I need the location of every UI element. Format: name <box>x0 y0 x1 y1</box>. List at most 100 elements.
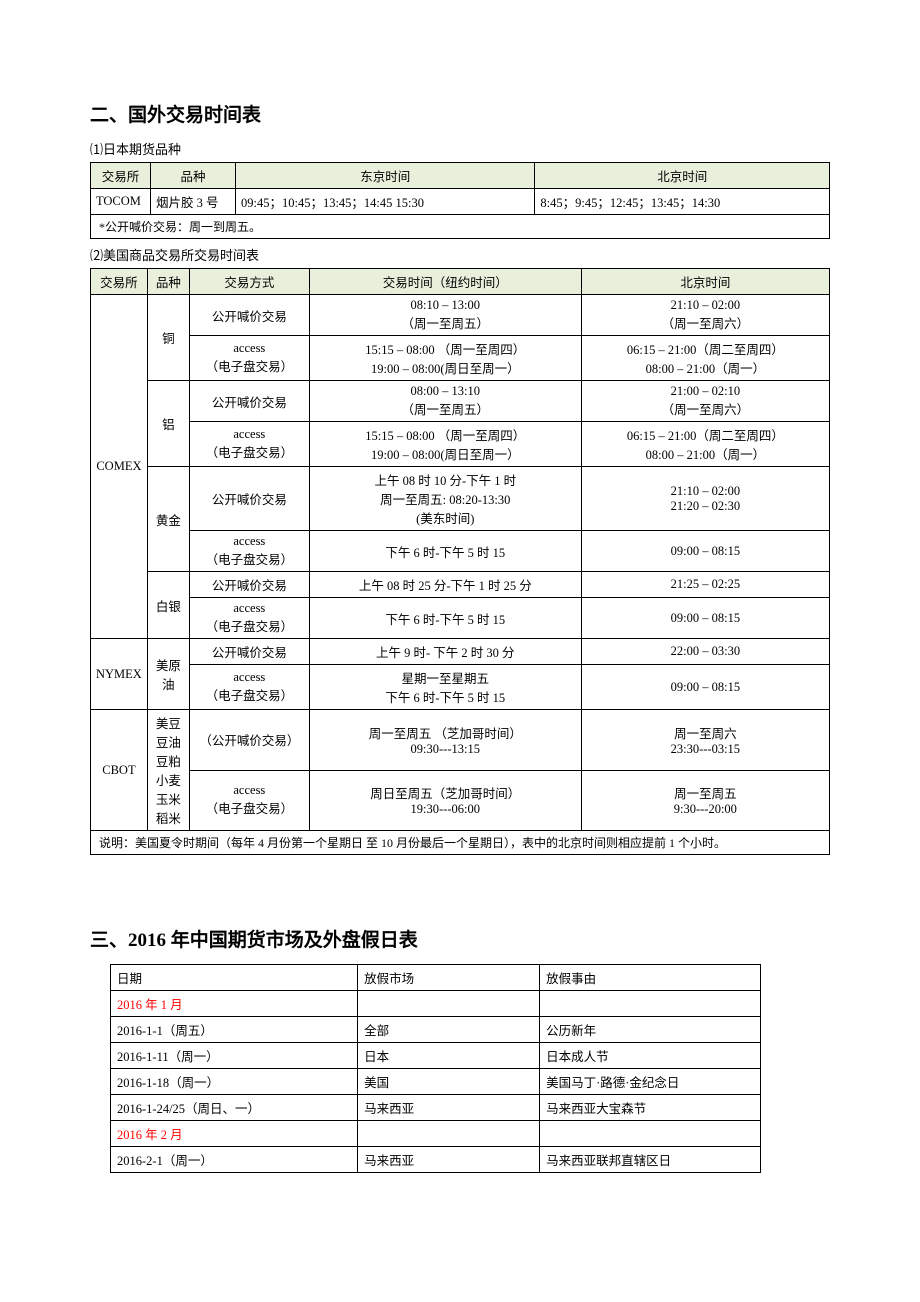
cbot-b2: 周一至周五9:30---20:00 <box>581 770 829 831</box>
us-h-ny: 交易时间（纽约时间） <box>309 269 581 295</box>
holiday-table: 日期 放假市场 放假事由 2016 年 1 月2016-1-1（周五）全部公历新… <box>110 964 761 1173</box>
copper-m1: 公开喊价交易 <box>189 295 309 336</box>
txt: 星期一至星期五 <box>402 672 490 686</box>
hol-h-date: 日期 <box>111 965 358 991</box>
txt: access <box>233 670 265 684</box>
txt: 豆粕 <box>156 755 181 769</box>
txt: 15:15 – 08:00 （周一至周四） <box>365 429 525 443</box>
txt: 周日至周五（芝加哥时间） <box>370 787 520 801</box>
alum-t2: 15:15 – 08:00 （周一至周四） 19:00 – 08:00(周日至周一… <box>309 422 581 467</box>
hol-market: 美国 <box>358 1069 540 1095</box>
txt: access <box>233 427 265 441</box>
cbot-t1: 周一至周五 （芝加哥时间）09:30---13:15 <box>309 710 581 771</box>
cbot-prods: 美豆 豆油 豆粕 小麦 玉米 稻米 <box>147 710 189 831</box>
row-oil-2: access （电子盘交易） 星期一至星期五下午 6 时-下午 5 时 15 09… <box>91 665 830 710</box>
silver-b2: 09:00 – 08:15 <box>581 598 829 639</box>
txt: 08:00 – 21:00（周一） <box>646 362 765 376</box>
alum-name: 铝 <box>147 381 189 467</box>
txt: 19:00 – 08:00(周日至周一） <box>371 448 520 462</box>
txt: 21:00 – 02:10 <box>671 384 740 398</box>
txt: 周一至周六 <box>674 727 737 741</box>
us-table: 交易所 品种 交易方式 交易时间（纽约时间） 北京时间 COMEX 铜 公开喊价… <box>90 268 830 855</box>
row-gold-1: 黄金 公开喊价交易 上午 08 时 10 分-下午 1 时周一至周五: 08:2… <box>91 467 830 531</box>
us-h-bj: 北京时间 <box>581 269 829 295</box>
jp-note-row: *公开喊价交易：周一到周五。 <box>91 215 830 239</box>
copper-b1: 21:10 – 02:00（周一至周六） <box>581 295 829 336</box>
jp-h-ex: 交易所 <box>91 163 151 189</box>
gold-m2: access（电子盘交易） <box>189 531 309 572</box>
txt: 9:30---20:00 <box>674 802 737 816</box>
txt: （电子盘交易） <box>206 802 294 816</box>
alum-b2: 06:15 – 21:00（周二至周四）08:00 – 21:00（周一） <box>581 422 829 467</box>
txt: 21:10 – 02:00 <box>671 298 740 312</box>
silver-b1: 21:25 – 02:25 <box>581 572 829 598</box>
txt: access <box>233 783 265 797</box>
silver-t1: 上午 08 时 25 分-下午 1 时 25 分 <box>309 572 581 598</box>
hol-date: 2016-1-1（周五） <box>111 1017 358 1043</box>
txt: 周一至周五 （芝加哥时间） <box>369 727 522 741</box>
jp-row: TOCOM 烟片胶 3 号 09:45；10:45；13:45；14:45 15… <box>91 189 830 215</box>
hol-reason <box>540 991 761 1017</box>
jp-h-beijing: 北京时间 <box>535 163 830 189</box>
txt: 19:00 – 08:00(周日至周一） <box>371 362 520 376</box>
hol-reason <box>540 1121 761 1147</box>
us-note-row: 说明：美国夏令时期间（每年 4 月份第一个星期日 至 10 月份最后一个星期日）… <box>91 831 830 855</box>
row-alum-2: access（电子盘交易） 15:15 – 08:00 （周一至周四） 19:00… <box>91 422 830 467</box>
row-cbot-2: access（电子盘交易） 周日至周五（芝加哥时间）19:30---06:00 … <box>91 770 830 831</box>
hol-h-market: 放假市场 <box>358 965 540 991</box>
txt: 豆油 <box>156 736 181 750</box>
txt: access <box>233 601 265 615</box>
hol-reason: 马来西亚大宝森节 <box>540 1095 761 1121</box>
copper-b2: 06:15 – 21:00（周二至周四） 08:00 – 21:00（周一） <box>581 336 829 381</box>
hol-date: 2016 年 1 月 <box>111 991 358 1017</box>
oil-m1: 公开喊价交易 <box>189 639 309 665</box>
txt: 08:00 – 13:10 <box>411 384 480 398</box>
row-oil-1: NYMEX 美原油 公开喊价交易 上午 9 时- 下午 2 时 30 分 22:… <box>91 639 830 665</box>
alum-t1: 08:00 – 13:10 （周一至周五） <box>309 381 581 422</box>
copper-t2: 15:15 – 08:00 （周一至周四）19:00 – 08:00(周日至周一… <box>309 336 581 381</box>
oil-b2: 09:00 – 08:15 <box>581 665 829 710</box>
txt: （周一至周五） <box>402 403 490 417</box>
holiday-row: 2016 年 1 月 <box>111 991 761 1017</box>
txt: 稻米 <box>156 812 181 826</box>
txt: 21:10 – 02:00 <box>671 484 740 498</box>
row-silver-1: 白银 公开喊价交易 上午 08 时 25 分-下午 1 时 25 分 21:25… <box>91 572 830 598</box>
comex-name: COMEX <box>91 295 148 639</box>
hol-reason: 马来西亚联邦直辖区日 <box>540 1147 761 1173</box>
jp-subhead: ⑴日本期货品种 <box>90 139 830 158</box>
oil-m2: access （电子盘交易） <box>189 665 309 710</box>
row-cbot-1: CBOT 美豆 豆油 豆粕 小麦 玉米 稻米 （公开喊价交易） 周一至周五 （芝… <box>91 710 830 771</box>
row-alum-1: 铝 公开喊价交易 08:00 – 13:10（周一至周五） 21:00 – 02… <box>91 381 830 422</box>
txt: 06:15 – 21:00（周二至周四） <box>627 343 784 357</box>
copper-m2: access（电子盘交易） <box>189 336 309 381</box>
oil-name: 美原油 <box>147 639 189 710</box>
alum-m2: access（电子盘交易） <box>189 422 309 467</box>
holiday-row: 2016-1-18（周一）美国美国马丁·路德·金纪念日 <box>111 1069 761 1095</box>
hol-market: 全部 <box>358 1017 540 1043</box>
txt: access <box>233 341 265 355</box>
txt: 23:30---03:15 <box>671 742 740 756</box>
hol-reason: 日本成人节 <box>540 1043 761 1069</box>
jp-exchange: TOCOM <box>91 189 151 215</box>
txt: access <box>233 534 265 548</box>
jp-product: 烟片胶 3 号 <box>151 189 236 215</box>
us-h-prod: 品种 <box>147 269 189 295</box>
silver-m2: access（电子盘交易） <box>189 598 309 639</box>
txt: （电子盘交易） <box>206 689 294 703</box>
hol-date: 2016-1-24/25（周日、一） <box>111 1095 358 1121</box>
jp-header-row: 交易所 品种 东京时间 北京时间 <box>91 163 830 189</box>
txt: (美东时间) <box>416 512 474 526</box>
oil-t2: 星期一至星期五下午 6 时-下午 5 时 15 <box>309 665 581 710</box>
cbot-m1: （公开喊价交易） <box>189 710 309 771</box>
txt: 08:10 – 13:00 <box>411 298 480 312</box>
section2-heading: 二、国外交易时间表 <box>90 100 830 127</box>
hol-date: 2016 年 2 月 <box>111 1121 358 1147</box>
hol-h-reason: 放假事由 <box>540 965 761 991</box>
txt: 美原 <box>156 659 181 673</box>
oil-b1: 22:00 – 03:30 <box>581 639 829 665</box>
hol-date: 2016-2-1（周一） <box>111 1147 358 1173</box>
oil-t1: 上午 9 时- 下午 2 时 30 分 <box>309 639 581 665</box>
txt: 21:20 – 02:30 <box>671 499 740 513</box>
hol-reason: 公历新年 <box>540 1017 761 1043</box>
gold-t2: 下午 6 时-下午 5 时 15 <box>309 531 581 572</box>
